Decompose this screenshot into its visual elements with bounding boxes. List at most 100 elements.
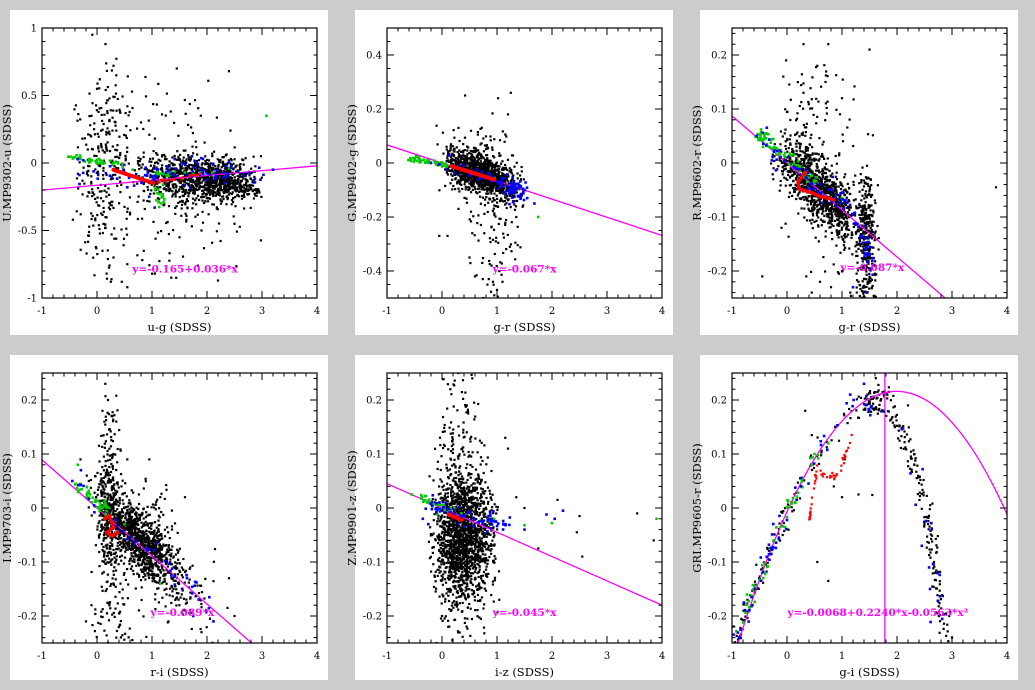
x-tick-label: 4: [314, 306, 320, 317]
y-tick-label: 0.2: [366, 105, 382, 116]
x-axis-label: g-r (SDSS): [493, 320, 555, 334]
x-tick-label: 0: [94, 306, 100, 317]
x-tick-label: 4: [314, 651, 320, 662]
y-tick-label: -0.5: [18, 226, 37, 237]
panel-u-band-plot: y=-0.165+0.036*x -1 0 1 2 3 4 -1 -0.5 0 0.5 1 u-g (S…: [0, 10, 328, 335]
y-tick-label: -0.1: [18, 558, 37, 569]
x-tick-label: 0: [784, 306, 790, 317]
y-axis-label: G.MP9402-g (SDSS): [345, 104, 359, 222]
axis-ticks: [731, 373, 1008, 643]
fit-equation: y=-0.087*x: [839, 262, 905, 274]
axis-ticks: [41, 373, 318, 643]
x-tick-label: 2: [549, 651, 555, 662]
series-red-model: [449, 164, 497, 182]
y-tick-label: 0.1: [711, 450, 727, 461]
y-tick-label: 0: [31, 504, 37, 515]
series-red-model: [446, 512, 464, 522]
series-blue-points: [732, 382, 945, 640]
panel-gri-band-plot: y=-0.0068+0.2240*x-0.0563*x² -1 0 1 2 3 4 -0.2 -…: [690, 355, 1018, 680]
x-tick-label: 0: [439, 651, 445, 662]
panel-background: [355, 10, 673, 335]
y-axis-label: GRI.MP9605-r (SDSS): [690, 443, 704, 573]
panel-u-band: y=-0.165+0.036*x -1 0 1 2 3 4 -1 -0.5 0 0.5 1 u-g (S…: [0, 0, 345, 345]
axis-ticks: [41, 27, 318, 299]
y-axis-label: R.MP9602-r (SDSS): [690, 105, 704, 221]
x-tick-label: 1: [839, 306, 845, 317]
x-tick-label: 0: [439, 306, 445, 317]
series-green-points: [735, 441, 830, 633]
x-tick-label: 3: [604, 651, 610, 662]
x-tick-label: 3: [259, 306, 265, 317]
axis-ticks: [386, 373, 663, 643]
series-red-model: [796, 170, 836, 202]
series-blue-points: [421, 494, 565, 533]
x-tick-label: 0: [784, 651, 790, 662]
x-tick-label: 2: [894, 306, 900, 317]
fit-line: [737, 390, 1007, 643]
x-tick-label: 4: [1004, 651, 1010, 662]
y-tick-label: 0.1: [366, 450, 382, 461]
axis-ticks: [731, 28, 1008, 298]
x-tick-label: 4: [659, 651, 665, 662]
x-axis-label: g-r (SDSS): [838, 320, 900, 334]
x-tick-label: 3: [259, 651, 265, 662]
x-axis-label: u-g (SDSS): [148, 320, 212, 334]
y-tick-label: 0.5: [21, 91, 37, 102]
series-red-model: [111, 167, 202, 185]
x-tick-label: 2: [204, 306, 210, 317]
fit-equation: y=-0.089*x: [149, 607, 215, 619]
x-tick-label: 4: [1004, 306, 1010, 317]
panel-g-band: y=-0.067*x -1 0 1 2 3 4 -0.4 -0.2 0 0.2 0.4 g-r (SDS…: [345, 0, 690, 345]
y-tick-label: 0: [721, 159, 727, 170]
x-tick-label: 1: [494, 306, 500, 317]
y-tick-label: -1: [27, 294, 37, 305]
y-tick-label: -0.4: [363, 267, 382, 278]
x-axis-label: i-z (SDSS): [495, 665, 554, 679]
panel-background: [10, 355, 328, 680]
axis-ticks: [386, 27, 663, 299]
y-axis-label: U.MP9302-u (SDSS): [0, 104, 14, 222]
y-tick-label: 1: [31, 24, 37, 35]
x-tick-label: -1: [382, 651, 392, 662]
x-tick-label: 1: [839, 651, 845, 662]
panel-z-band-plot: y=-0.045*x -1 0 1 2 3 4 -0.2 -0.1 0 0.1 0.2 i-z (SDS…: [345, 355, 673, 680]
series-red-model: [102, 513, 120, 538]
series-blue-points: [76, 155, 275, 209]
x-tick-label: -1: [727, 651, 737, 662]
y-tick-label: -0.2: [363, 213, 382, 224]
x-tick-label: 3: [604, 306, 610, 317]
panel-i-band-plot: y=-0.089*x -1 0 1 2 3 4 -0.2 -0.1 0 0.1 0.2 r-i (SDS…: [0, 355, 328, 680]
series-red-model: [808, 433, 853, 521]
series-black-points: [427, 373, 655, 643]
y-tick-label: 0.2: [366, 396, 382, 407]
x-tick-label: 0: [94, 651, 100, 662]
x-tick-label: 3: [949, 651, 955, 662]
y-tick-label: -0.2: [18, 612, 37, 623]
y-tick-label: 0.2: [21, 396, 37, 407]
y-tick-label: -0.1: [708, 558, 727, 569]
panel-z-band: y=-0.045*x -1 0 1 2 3 4 -0.2 -0.1 0 0.1 0.2 i-z (SDS…: [345, 345, 690, 690]
x-tick-label: 2: [204, 651, 210, 662]
x-axis-label: g-i (SDSS): [839, 665, 899, 679]
y-tick-label: 0.1: [21, 450, 37, 461]
x-tick-label: 1: [149, 651, 155, 662]
y-tick-label: 0: [721, 504, 727, 515]
y-tick-label: 0.4: [366, 51, 382, 62]
y-tick-label: -0.2: [708, 612, 727, 623]
y-tick-label: 0.2: [711, 51, 727, 62]
panel-background: [355, 355, 673, 680]
x-tick-label: -1: [37, 306, 47, 317]
fit-line: [42, 165, 317, 191]
x-tick-label: -1: [382, 306, 392, 317]
series-blue-points: [71, 468, 215, 643]
y-tick-label: 0: [31, 159, 37, 170]
fit-equation: y=-0.045*x: [492, 607, 558, 619]
y-tick-label: -0.2: [708, 267, 727, 278]
x-tick-label: 2: [894, 651, 900, 662]
x-tick-label: 2: [549, 306, 555, 317]
y-axis-label: Z.MP9901-z (SDSS): [345, 450, 359, 565]
x-tick-label: -1: [37, 651, 47, 662]
y-tick-label: -0.1: [363, 558, 382, 569]
